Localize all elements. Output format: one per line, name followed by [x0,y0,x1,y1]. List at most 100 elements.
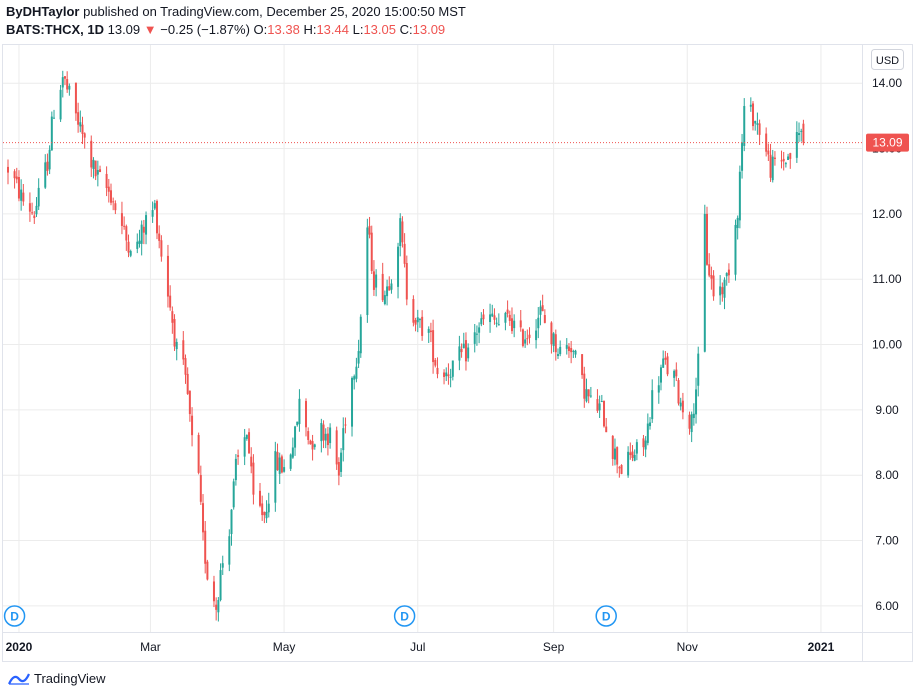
candle [375,269,378,297]
candle [736,215,739,240]
candle [432,319,435,374]
candle [611,434,614,466]
dividend-marker-icon[interactable]: D [393,605,416,627]
time-axis[interactable]: 2020 Mar May Jul Sep Nov 2021 [6,640,835,654]
candle [188,390,191,422]
candle [554,329,557,361]
candle [541,294,544,312]
candle [800,128,803,142]
candle [305,398,308,437]
candle [153,199,156,211]
candle [436,357,439,379]
publish-info: ByDHTaylor published on TradingView.com,… [6,4,466,19]
dividend-marker-icon[interactable]: D [595,605,617,627]
candle [491,304,494,318]
candle [445,367,448,382]
candle [664,350,667,365]
dividend-marker-label: D [400,610,409,624]
candle [33,211,36,224]
candle [372,260,375,296]
candle [570,340,573,364]
candle [156,199,159,240]
candle [526,329,529,346]
candle [280,454,283,474]
symbol-label[interactable]: BATS:THCX, 1D [6,22,104,37]
candle [228,529,231,572]
candle [232,478,235,510]
candle [61,70,64,98]
price-tick-label: 11.00 [872,272,901,286]
candle [267,492,270,518]
candle [158,225,161,249]
candle [598,395,601,419]
candle [335,426,338,470]
candle [508,310,511,326]
candle [53,109,56,119]
candle [784,161,787,168]
candle [248,428,251,454]
candle [662,350,665,368]
candle [206,559,209,581]
candle [138,229,141,248]
candle [66,71,69,93]
candle [386,279,389,306]
candle [587,389,590,404]
candle [169,285,172,311]
candle [467,343,470,362]
candle [397,242,400,299]
author-name[interactable]: ByDHTaylor [6,4,80,19]
candle [94,160,97,181]
candle [677,377,680,406]
candle [48,145,51,175]
dividend-marker-icon[interactable]: D [3,605,26,627]
plot-frame [2,44,913,662]
currency-badge[interactable]: USD [871,49,904,70]
candle [217,597,220,622]
candle [344,417,347,434]
candle [688,411,691,435]
candle [215,597,218,621]
candle [802,119,805,146]
price-tick-label: 9.00 [875,403,899,417]
candle [464,332,467,371]
candle [175,338,178,361]
open-label: O: [253,22,268,37]
high-value: 13.44 [316,22,349,37]
candle [559,340,562,357]
candle [690,411,693,443]
price-tick-label: 12.00 [872,207,902,221]
candle [649,417,652,430]
candle [243,428,246,466]
candle [642,434,645,456]
candle [160,235,163,262]
candle [712,270,715,301]
candle [692,403,695,426]
time-tick-label: 2020 [6,640,33,654]
candle [322,420,325,449]
candle [651,379,654,423]
open-value: 13.38 [267,22,300,37]
candle [123,216,126,230]
candle [475,325,478,346]
candle [506,300,509,318]
candle [199,465,202,505]
price-axis[interactable]: 6.007.008.009.0010.0011.0012.0013.0014.0… [872,76,902,613]
candle [725,272,728,286]
candle [109,183,112,206]
candle [583,366,586,408]
candle [473,323,476,353]
candle [767,143,770,162]
candle [708,253,711,278]
candle [443,369,446,385]
tradingview-footer[interactable]: TradingView [8,671,106,686]
candle [449,368,452,388]
candle [631,445,634,462]
candle [524,330,527,348]
time-tick-label: 2021 [808,640,835,654]
candle [28,192,31,222]
candle [585,378,588,403]
low-label: L: [352,22,364,37]
candle [416,309,419,333]
candle [629,442,632,460]
